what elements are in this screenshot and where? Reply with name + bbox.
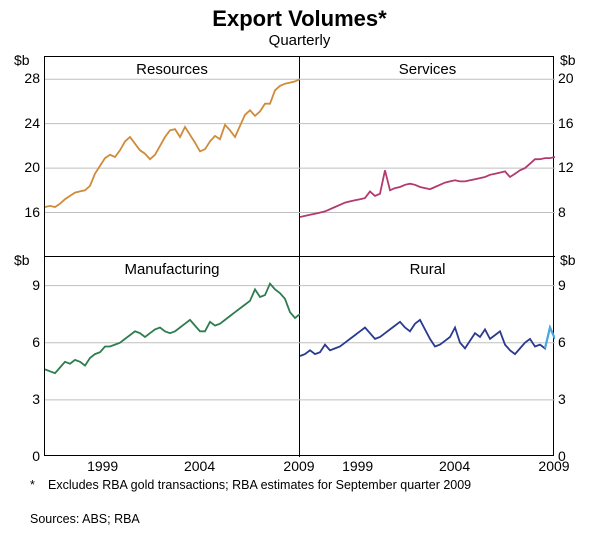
chart-grid: Resources Services Manufacturing Rural <box>44 56 554 456</box>
y-unit-tr: $b <box>560 52 576 68</box>
ytick-services-12: 12 <box>558 159 594 175</box>
ytick-rural-6: 6 <box>558 334 594 350</box>
series-rural-estimate <box>545 328 555 349</box>
chart-title: Export Volumes* <box>0 0 599 32</box>
ytick-manufacturing-0: 0 <box>4 448 40 464</box>
ytick-manufacturing-3: 3 <box>4 391 40 407</box>
y-unit-bl: $b <box>14 252 30 268</box>
ytick-rural-9: 9 <box>558 277 594 293</box>
xtick-0-2004: 2004 <box>178 458 222 474</box>
panel-title-resources: Resources <box>45 61 299 78</box>
panel-title-manufacturing: Manufacturing <box>45 261 299 278</box>
xtick-0-2009: 2009 <box>277 458 321 474</box>
y-unit-tl: $b <box>14 52 30 68</box>
panel-svg-manufacturing <box>45 257 300 457</box>
series-manufacturing <box>45 284 300 374</box>
ytick-rural-3: 3 <box>558 391 594 407</box>
xtick-1-2009: 2009 <box>532 458 576 474</box>
ytick-resources-28: 28 <box>4 70 40 86</box>
panel-manufacturing: Manufacturing <box>45 257 300 457</box>
series-services <box>300 157 555 217</box>
chart-subtitle: Quarterly <box>0 32 599 53</box>
panel-rural: Rural <box>300 257 555 457</box>
series-rural <box>300 320 555 356</box>
sources: Sources: ABS; RBA <box>30 512 570 528</box>
ytick-resources-20: 20 <box>4 159 40 175</box>
footnote-text: Excludes RBA gold transactions; RBA esti… <box>48 478 558 494</box>
y-unit-br: $b <box>560 252 576 268</box>
ytick-manufacturing-9: 9 <box>4 277 40 293</box>
panel-resources: Resources <box>45 57 300 257</box>
xtick-1-1999: 1999 <box>336 458 380 474</box>
series-resources <box>45 79 300 207</box>
panel-svg-rural <box>300 257 555 457</box>
footnote: *Excludes RBA gold transactions; RBA est… <box>30 478 570 494</box>
ytick-resources-24: 24 <box>4 115 40 131</box>
panel-title-services: Services <box>300 61 555 78</box>
footnote-marker: * <box>30 478 48 494</box>
xtick-1-2004: 2004 <box>433 458 477 474</box>
panel-svg-services <box>300 57 555 257</box>
ytick-manufacturing-6: 6 <box>4 334 40 350</box>
ytick-resources-16: 16 <box>4 204 40 220</box>
panel-services: Services <box>300 57 555 257</box>
xtick-0-1999: 1999 <box>81 458 125 474</box>
ytick-services-20: 20 <box>558 70 594 86</box>
ytick-services-16: 16 <box>558 115 594 131</box>
chart-container: Export Volumes* Quarterly $b $b $b $b Re… <box>0 0 599 547</box>
panel-title-rural: Rural <box>300 261 555 278</box>
panel-svg-resources <box>45 57 300 257</box>
ytick-services-8: 8 <box>558 204 594 220</box>
